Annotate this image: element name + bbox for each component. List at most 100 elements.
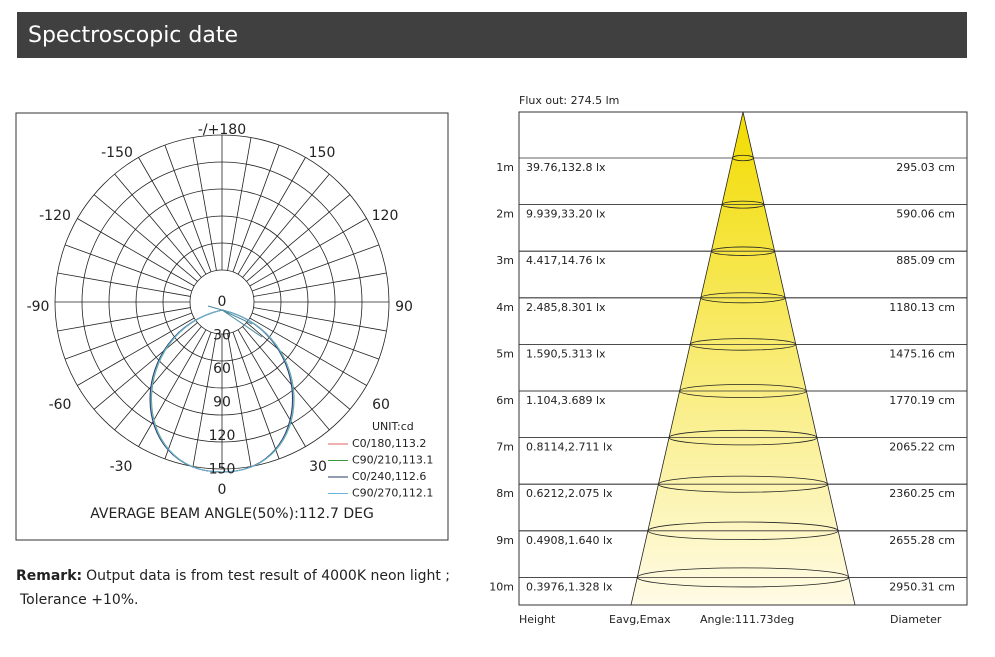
polar-spoke — [77, 218, 195, 287]
angle-label: 150 — [309, 145, 336, 161]
row-diameter: 295.03 cm — [896, 161, 955, 174]
angle-label: -/+180 — [198, 122, 246, 138]
intensity-curve — [207, 305, 263, 338]
angle-label: 90 — [395, 299, 413, 315]
row-eavg: 0.8114,2.711 lx — [526, 441, 613, 454]
angle-label: 120 — [372, 208, 399, 224]
angle-label: -90 — [27, 299, 50, 315]
radial-label: 120 — [209, 428, 236, 444]
polar-spoke — [114, 326, 202, 431]
polar-spoke — [114, 173, 202, 278]
angle-label: -30 — [110, 459, 133, 475]
polar-spoke — [57, 272, 191, 297]
unit-label: UNIT:cd — [372, 420, 414, 433]
polar-spoke — [164, 331, 212, 460]
cone-diagram: 1m 39.76,132.8 lx 295.03 cm 2m 9.939,33.20 l… — [489, 111, 968, 626]
polar-spoke — [242, 326, 330, 431]
polar-spoke — [242, 173, 330, 278]
polar-spoke — [138, 329, 207, 447]
radial-label: 0 — [218, 294, 227, 310]
beam-ellipse — [700, 292, 786, 304]
beam-ellipse — [689, 338, 797, 351]
polar-spoke — [64, 312, 193, 360]
row-diameter: 2360.25 cm — [889, 487, 955, 500]
polar-diagram: -/+180 -150 150 -120 120 -90 90 -60 60 -30 30 0 0 30 6… — [27, 122, 434, 522]
legend-label: C0/240,112.6 — [352, 470, 426, 483]
row-diameter: 1180.13 cm — [889, 301, 955, 314]
polar-frame — [15, 112, 449, 541]
header-bar — [17, 12, 967, 58]
polar-spoke — [57, 307, 191, 332]
polar-spoke — [227, 333, 252, 467]
row-height: 1m — [496, 161, 514, 174]
beam-ellipse — [732, 154, 754, 162]
row-height: 8m — [496, 487, 514, 500]
beam-ellipse — [679, 384, 807, 398]
polar-spoke — [249, 218, 367, 287]
row-height: 9m — [496, 534, 514, 547]
polar-spoke — [237, 157, 306, 275]
row-eavg: 9.939,33.20 lx — [526, 208, 606, 221]
beam-ellipse — [636, 567, 850, 588]
radial-label: 60 — [213, 361, 231, 377]
intensity-curve — [150, 309, 294, 473]
polar-spoke — [253, 272, 387, 297]
beam-ellipse — [721, 200, 765, 209]
row-diameter: 885.09 cm — [896, 254, 955, 267]
row-diameter: 2655.28 cm — [889, 534, 955, 547]
polar-spoke — [192, 137, 217, 271]
polar-spoke — [251, 244, 380, 292]
row-height: 5m — [496, 347, 514, 360]
polar-spoke — [246, 322, 351, 410]
legend-label: C90/210,113.1 — [352, 454, 433, 467]
beam-ellipse — [658, 475, 828, 493]
row-diameter: 1475.16 cm — [889, 347, 955, 360]
row-diameter: 2065.22 cm — [889, 441, 955, 454]
angle-label: -150 — [101, 145, 133, 161]
angle-label: 0 — [218, 482, 227, 498]
polar-spoke — [164, 144, 212, 273]
polar-spoke — [232, 144, 280, 273]
radial-label: 150 — [209, 462, 236, 478]
row-eavg: 0.4908,1.640 lx — [526, 534, 613, 547]
row-eavg: 4.417,14.76 lx — [526, 254, 606, 267]
polar-spoke — [237, 329, 306, 447]
row-eavg: 2.485,8.301 lx — [526, 301, 606, 314]
row-eavg: 1.104,3.689 lx — [526, 394, 606, 407]
beam-ellipse — [710, 246, 776, 256]
footer-label: Height — [519, 613, 556, 626]
remark-label: Remark: — [16, 568, 82, 584]
footer-label: Diameter — [890, 613, 942, 626]
polar-spoke — [93, 194, 198, 282]
row-height: 6m — [496, 394, 514, 407]
row-diameter: 1770.19 cm — [889, 394, 955, 407]
row-eavg: 1.590,5.313 lx — [526, 347, 606, 360]
row-height: 4m — [496, 301, 514, 314]
polar-spoke — [227, 137, 252, 271]
row-eavg: 0.6212,2.075 lx — [526, 487, 613, 500]
angle-label: 60 — [372, 397, 390, 413]
legend-label: C90/270,112.1 — [352, 487, 433, 500]
angle-label: 30 — [309, 459, 327, 475]
polar-spoke — [251, 312, 380, 360]
footer-label: Eavg,Emax — [609, 613, 671, 626]
legend-label: C0/180,113.2 — [352, 437, 426, 450]
polar-spoke — [64, 244, 193, 292]
polar-spoke — [249, 317, 367, 386]
polar-spoke — [138, 157, 207, 275]
cone-frame — [518, 111, 968, 606]
polar-spoke — [253, 307, 387, 332]
row-eavg: 0.3976,1.328 lx — [526, 580, 613, 593]
polar-spoke — [232, 331, 280, 460]
angle-label: -120 — [39, 208, 71, 224]
row-height: 7m — [496, 441, 514, 454]
radial-label: 90 — [213, 395, 231, 411]
beam-ellipse — [668, 429, 818, 446]
row-diameter: 590.06 cm — [896, 208, 955, 221]
polar-spoke — [246, 194, 351, 282]
remark-text: Output data is from test result of 4000K… — [86, 568, 450, 584]
remark-text2: Tolerance +10%. — [19, 592, 139, 608]
radial-label: 30 — [213, 328, 231, 344]
